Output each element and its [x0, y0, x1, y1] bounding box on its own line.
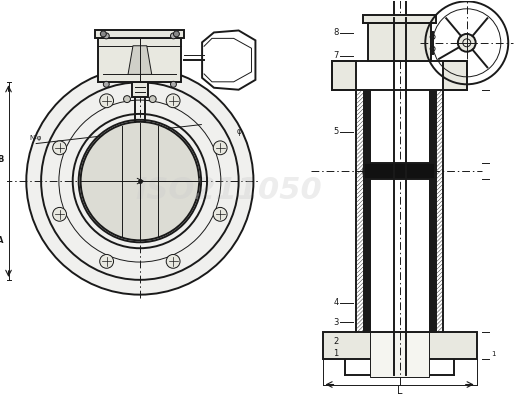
Circle shape	[166, 94, 180, 108]
Text: B: B	[0, 155, 4, 164]
Bar	[333, 60, 356, 90]
Circle shape	[166, 254, 180, 268]
Bar	[443, 60, 467, 90]
Bar	[368, 23, 431, 60]
Text: 7: 7	[333, 51, 338, 60]
Text: 1: 1	[333, 350, 338, 358]
Text: 2: 2	[333, 336, 338, 346]
Bar	[429, 90, 436, 332]
Circle shape	[149, 96, 156, 102]
Circle shape	[458, 34, 476, 52]
Text: 6: 6	[333, 78, 338, 87]
Text: φ: φ	[237, 127, 242, 136]
Bar	[96, 30, 184, 38]
Bar	[98, 38, 181, 82]
Circle shape	[103, 81, 109, 87]
Text: 1: 1	[492, 351, 496, 357]
Bar	[363, 15, 436, 23]
Circle shape	[100, 94, 114, 108]
Circle shape	[81, 122, 199, 240]
Bar	[431, 32, 433, 54]
Bar	[370, 332, 429, 377]
Circle shape	[174, 31, 180, 37]
Circle shape	[53, 141, 67, 155]
Text: ISO211050: ISO211050	[135, 176, 322, 206]
Text: 8: 8	[333, 28, 338, 38]
Text: 5: 5	[333, 127, 338, 136]
Circle shape	[171, 33, 176, 39]
Circle shape	[26, 68, 253, 295]
Polygon shape	[128, 46, 152, 74]
Text: L: L	[397, 386, 402, 396]
Circle shape	[53, 208, 67, 221]
Circle shape	[103, 33, 109, 39]
Bar	[132, 82, 148, 97]
Circle shape	[124, 96, 130, 102]
Bar	[323, 332, 477, 359]
Circle shape	[100, 254, 114, 268]
Circle shape	[213, 141, 227, 155]
Circle shape	[171, 81, 176, 87]
Circle shape	[100, 31, 106, 37]
Bar	[363, 90, 370, 332]
Text: A: A	[0, 236, 4, 245]
Text: 4: 4	[333, 298, 338, 307]
Bar	[364, 163, 435, 179]
Text: N-φ: N-φ	[29, 134, 42, 140]
Circle shape	[213, 208, 227, 221]
Text: 3: 3	[333, 318, 338, 327]
